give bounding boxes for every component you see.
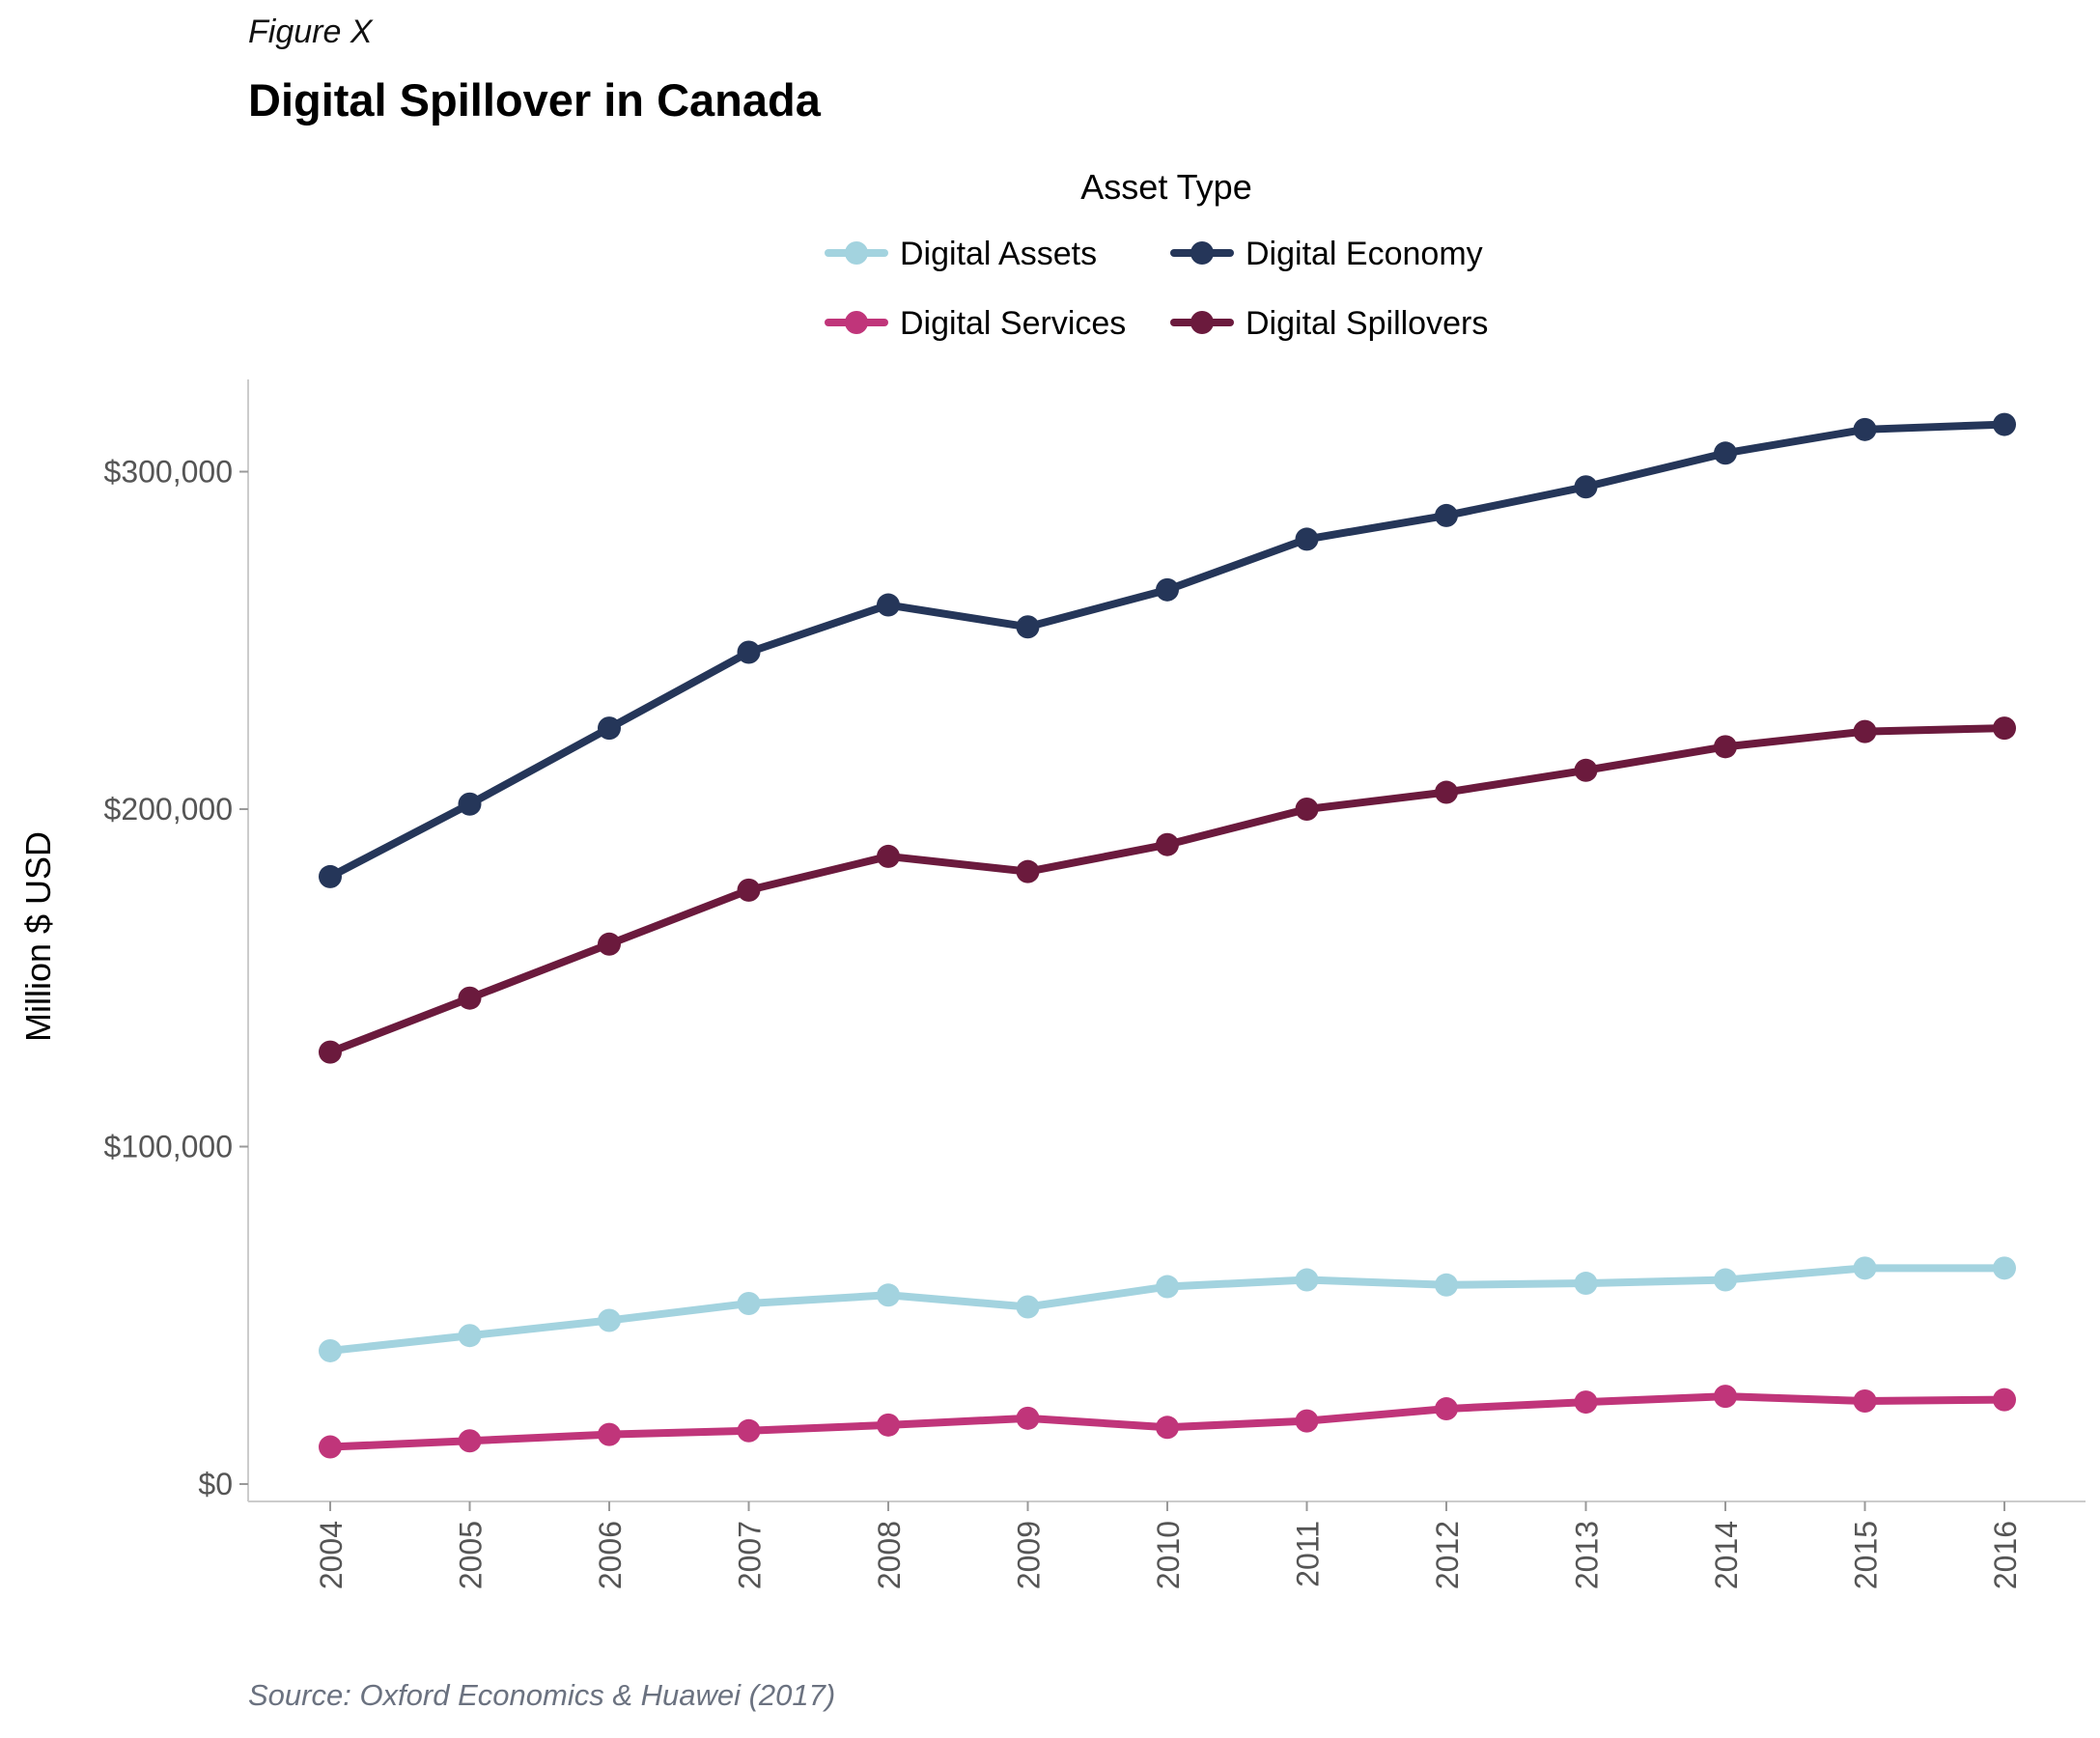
legend: Asset Type Digital Assets Digital Economy… bbox=[825, 167, 1488, 342]
data-point bbox=[1295, 1268, 1319, 1292]
data-point bbox=[319, 1338, 342, 1362]
x-tick-label: 2009 bbox=[1012, 1521, 1047, 1589]
data-point bbox=[1993, 1388, 2016, 1412]
data-point bbox=[458, 986, 482, 1010]
data-point bbox=[319, 864, 342, 888]
data-point bbox=[319, 1435, 342, 1459]
data-point bbox=[1156, 832, 1179, 856]
x-tick-label: 2015 bbox=[1849, 1521, 1884, 1589]
data-point bbox=[458, 792, 482, 816]
data-point bbox=[1714, 735, 1737, 759]
legend-item: Digital Assets bbox=[825, 236, 1097, 272]
data-point bbox=[737, 1418, 761, 1443]
data-point bbox=[1714, 1385, 1737, 1409]
data-point bbox=[1156, 577, 1179, 602]
legend-swatch-marker bbox=[845, 241, 868, 265]
data-point bbox=[598, 1422, 621, 1446]
data-point bbox=[1016, 615, 1040, 639]
x-tick-label: 2011 bbox=[1291, 1521, 1326, 1587]
data-point bbox=[458, 1324, 482, 1348]
y-tick-label: $300,000 bbox=[104, 455, 233, 490]
legend-item: Digital Spillovers bbox=[1170, 305, 1488, 342]
data-point bbox=[877, 1413, 900, 1437]
data-point bbox=[1574, 1390, 1598, 1415]
series-digital-economy bbox=[319, 412, 2016, 888]
legend-item: Digital Economy bbox=[1170, 236, 1483, 272]
data-point bbox=[1993, 716, 2016, 741]
data-point bbox=[1435, 503, 1458, 527]
data-point bbox=[1435, 1273, 1458, 1297]
x-tick-label: 2004 bbox=[314, 1521, 349, 1589]
data-point bbox=[1853, 417, 1877, 441]
data-point bbox=[1295, 527, 1319, 551]
legend-label: Digital Economy bbox=[1246, 236, 1483, 272]
data-point bbox=[598, 716, 621, 741]
data-point bbox=[1714, 441, 1737, 465]
data-point bbox=[1993, 412, 2016, 436]
data-point bbox=[319, 1040, 342, 1064]
data-point bbox=[1993, 1256, 2016, 1280]
chart-title: Digital Spillover in Canada bbox=[248, 74, 821, 126]
data-point bbox=[877, 593, 900, 617]
x-tick-label: 2007 bbox=[733, 1521, 768, 1589]
data-point bbox=[1156, 1275, 1179, 1299]
data-point bbox=[1853, 1256, 1877, 1280]
y-tick-label: $200,000 bbox=[104, 792, 233, 827]
data-point bbox=[737, 640, 761, 664]
series-layer bbox=[319, 412, 2016, 1459]
data-point bbox=[1016, 1295, 1040, 1319]
series-digital-services bbox=[319, 1385, 2016, 1459]
legend-item: Digital Services bbox=[825, 305, 1126, 342]
data-point bbox=[877, 844, 900, 868]
series-line-digital-spillovers bbox=[326, 724, 2008, 1056]
data-point bbox=[1016, 859, 1040, 883]
y-tick-label: $0 bbox=[198, 1467, 233, 1501]
data-point bbox=[598, 932, 621, 956]
legend-swatch-marker bbox=[1190, 311, 1214, 334]
data-point bbox=[1574, 1272, 1598, 1296]
data-point bbox=[1714, 1268, 1737, 1292]
legend-swatch-marker bbox=[1190, 241, 1214, 265]
x-tick-label: 2010 bbox=[1151, 1521, 1186, 1589]
legend-title: Asset Type bbox=[1080, 167, 1251, 207]
x-tick-label: 2016 bbox=[1988, 1521, 2023, 1589]
x-tick-label: 2006 bbox=[593, 1521, 628, 1589]
x-tick-label: 2012 bbox=[1430, 1521, 1465, 1589]
data-point bbox=[1435, 1397, 1458, 1421]
legend-label: Digital Services bbox=[900, 305, 1126, 342]
series-line-digital-economy bbox=[326, 420, 2008, 881]
legend-label: Digital Assets bbox=[900, 236, 1097, 272]
data-point bbox=[1435, 780, 1458, 804]
data-point bbox=[1574, 475, 1598, 499]
x-tick-label: 2008 bbox=[872, 1521, 907, 1589]
data-point bbox=[1853, 719, 1877, 743]
figure-label: Figure X bbox=[248, 14, 373, 50]
data-point bbox=[877, 1283, 900, 1307]
y-axis-label: Million $ USD bbox=[18, 831, 58, 1042]
legend-swatch-marker bbox=[845, 311, 868, 334]
data-point bbox=[737, 878, 761, 902]
source-note: Source: Oxford Economics & Huawei (2017) bbox=[248, 1678, 836, 1712]
legend-label: Digital Spillovers bbox=[1246, 305, 1488, 342]
data-point bbox=[458, 1429, 482, 1453]
series-digital-assets bbox=[319, 1256, 2016, 1362]
x-tick-label: 2014 bbox=[1709, 1521, 1744, 1589]
y-tick-label: $100,000 bbox=[104, 1130, 233, 1164]
axes: $0 $100,000 $200,000 $300,000 2004 2005 2006 20… bbox=[104, 379, 2086, 1589]
data-point bbox=[598, 1308, 621, 1332]
series-digital-spillovers bbox=[319, 716, 2016, 1064]
data-point bbox=[737, 1292, 761, 1316]
data-point bbox=[1574, 758, 1598, 782]
data-point bbox=[1156, 1416, 1179, 1440]
data-point bbox=[1853, 1389, 1877, 1414]
x-tick-label: 2013 bbox=[1570, 1521, 1605, 1589]
x-tick-label: 2005 bbox=[454, 1521, 489, 1589]
data-point bbox=[1295, 1409, 1319, 1433]
data-point bbox=[1016, 1406, 1040, 1430]
data-point bbox=[1295, 798, 1319, 821]
